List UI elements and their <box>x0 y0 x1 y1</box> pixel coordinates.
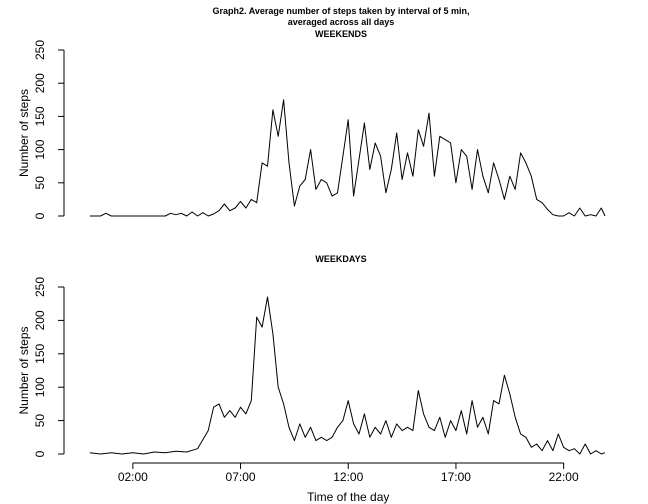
weekends-title: WEEKENDS <box>315 29 367 39</box>
weekends-y-label: Number of steps <box>17 89 31 177</box>
weekdays-series-line <box>89 296 606 455</box>
weekdays-y-label: Number of steps <box>17 326 31 414</box>
chart-title-line1: Graph2. Average number of steps taken by… <box>213 6 470 16</box>
weekends-y-tick-label: 50 <box>33 176 47 190</box>
weekdays-x-label: Time of the day <box>307 490 389 504</box>
weekdays-y-tick-label: 50 <box>33 414 47 428</box>
weekdays-y-tick-label: 150 <box>33 343 47 363</box>
weekdays-x-tick-label: 02:00 <box>118 470 148 484</box>
weekdays-y-tick-label: 0 <box>33 450 47 457</box>
weekends-y-tick-label: 250 <box>33 40 47 60</box>
weekdays-x-tick-label: 22:00 <box>549 470 579 484</box>
weekends-y-tick-label: 150 <box>33 106 47 126</box>
weekends-panel: WEEKENDS 0 50 100 150 200 250 Number of steps <box>17 29 606 219</box>
weekdays-x-tick-label: 12:00 <box>333 470 363 484</box>
weekdays-x-tick-label: 17:00 <box>441 470 471 484</box>
weekdays-panel: WEEKDAYS 0 50 100 150 200 250 Number of steps 02… <box>17 254 606 504</box>
weekdays-y-tick-label: 250 <box>33 277 47 297</box>
chart-title-line2: averaged across all days <box>288 17 395 27</box>
weekends-y-tick-label: 0 <box>33 212 47 219</box>
weekends-series-line <box>89 99 606 217</box>
weekdays-y-tick-label: 200 <box>33 310 47 330</box>
weekdays-title: WEEKDAYS <box>315 254 366 264</box>
weekdays-x-tick-label: 07:00 <box>226 470 256 484</box>
weekends-y-tick-label: 200 <box>33 73 47 93</box>
weekdays-y-tick-label: 100 <box>33 377 47 397</box>
weekends-y-tick-label: 100 <box>33 139 47 159</box>
